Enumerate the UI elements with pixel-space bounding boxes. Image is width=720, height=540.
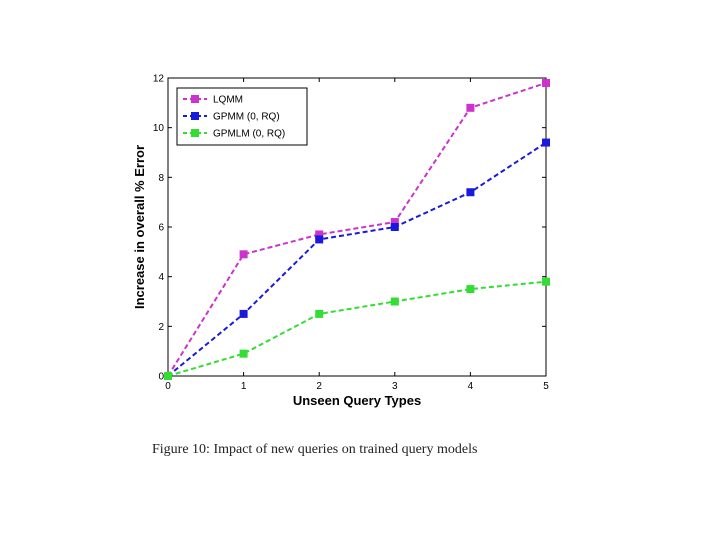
legend-entry-label: GPMM (0, RQ) <box>213 112 280 123</box>
data-series <box>164 78 550 380</box>
data-point-marker <box>542 277 550 286</box>
y-tick-label: 12 <box>153 74 165 85</box>
figure-caption: Figure 10: Impact of new queries on trai… <box>152 442 478 457</box>
data-point-marker <box>390 223 399 231</box>
series-gpmm-0-rq <box>164 138 550 380</box>
x-tick-label: 5 <box>543 381 549 392</box>
legend-marker-swatch <box>191 95 199 103</box>
data-point-marker <box>466 285 475 294</box>
legend: LQMM GPMM (0, RQ) GPMLM (0, RQ) <box>176 87 308 146</box>
y-tick-label: 0 <box>158 372 164 383</box>
series-gpmlm-0-rq <box>164 277 550 380</box>
series-line <box>167 82 547 377</box>
data-point-marker <box>466 188 475 197</box>
legend-marker-swatch <box>191 112 199 120</box>
data-point-marker <box>466 103 475 112</box>
x-tick-label: 1 <box>241 381 247 392</box>
legend-entry-label: LQMM <box>213 95 243 106</box>
y-tick-label: 4 <box>158 272 164 283</box>
y-tick-label: 6 <box>158 223 164 234</box>
legend-marker-swatch <box>191 129 199 137</box>
data-point-marker <box>239 250 248 259</box>
data-point-marker <box>164 372 172 380</box>
x-tick-label: 0 <box>165 381 171 392</box>
legend-entry-label: GPMLM (0, RQ) <box>213 129 285 140</box>
data-point-marker <box>315 230 324 239</box>
data-point-marker <box>315 235 324 244</box>
data-point-marker <box>542 78 550 87</box>
data-point-marker <box>390 218 399 227</box>
x-tick-label: 2 <box>316 381 322 392</box>
y-tick-label: 10 <box>153 123 165 134</box>
series-line <box>167 280 547 377</box>
x-tick-label: 3 <box>392 381 398 392</box>
data-point-marker <box>315 309 324 318</box>
y-axis-title: Increase in overall % Error <box>132 145 147 309</box>
y-tick-label: 8 <box>158 173 164 184</box>
data-point-marker <box>239 309 248 318</box>
data-point-marker <box>390 297 399 306</box>
data-point-marker <box>542 138 550 147</box>
data-point-marker <box>239 349 248 358</box>
x-tick-label: 4 <box>468 381 474 392</box>
x-axis-title: Unseen Query Types <box>293 393 421 408</box>
series-line <box>167 141 547 377</box>
y-tick-label: 2 <box>158 322 164 333</box>
